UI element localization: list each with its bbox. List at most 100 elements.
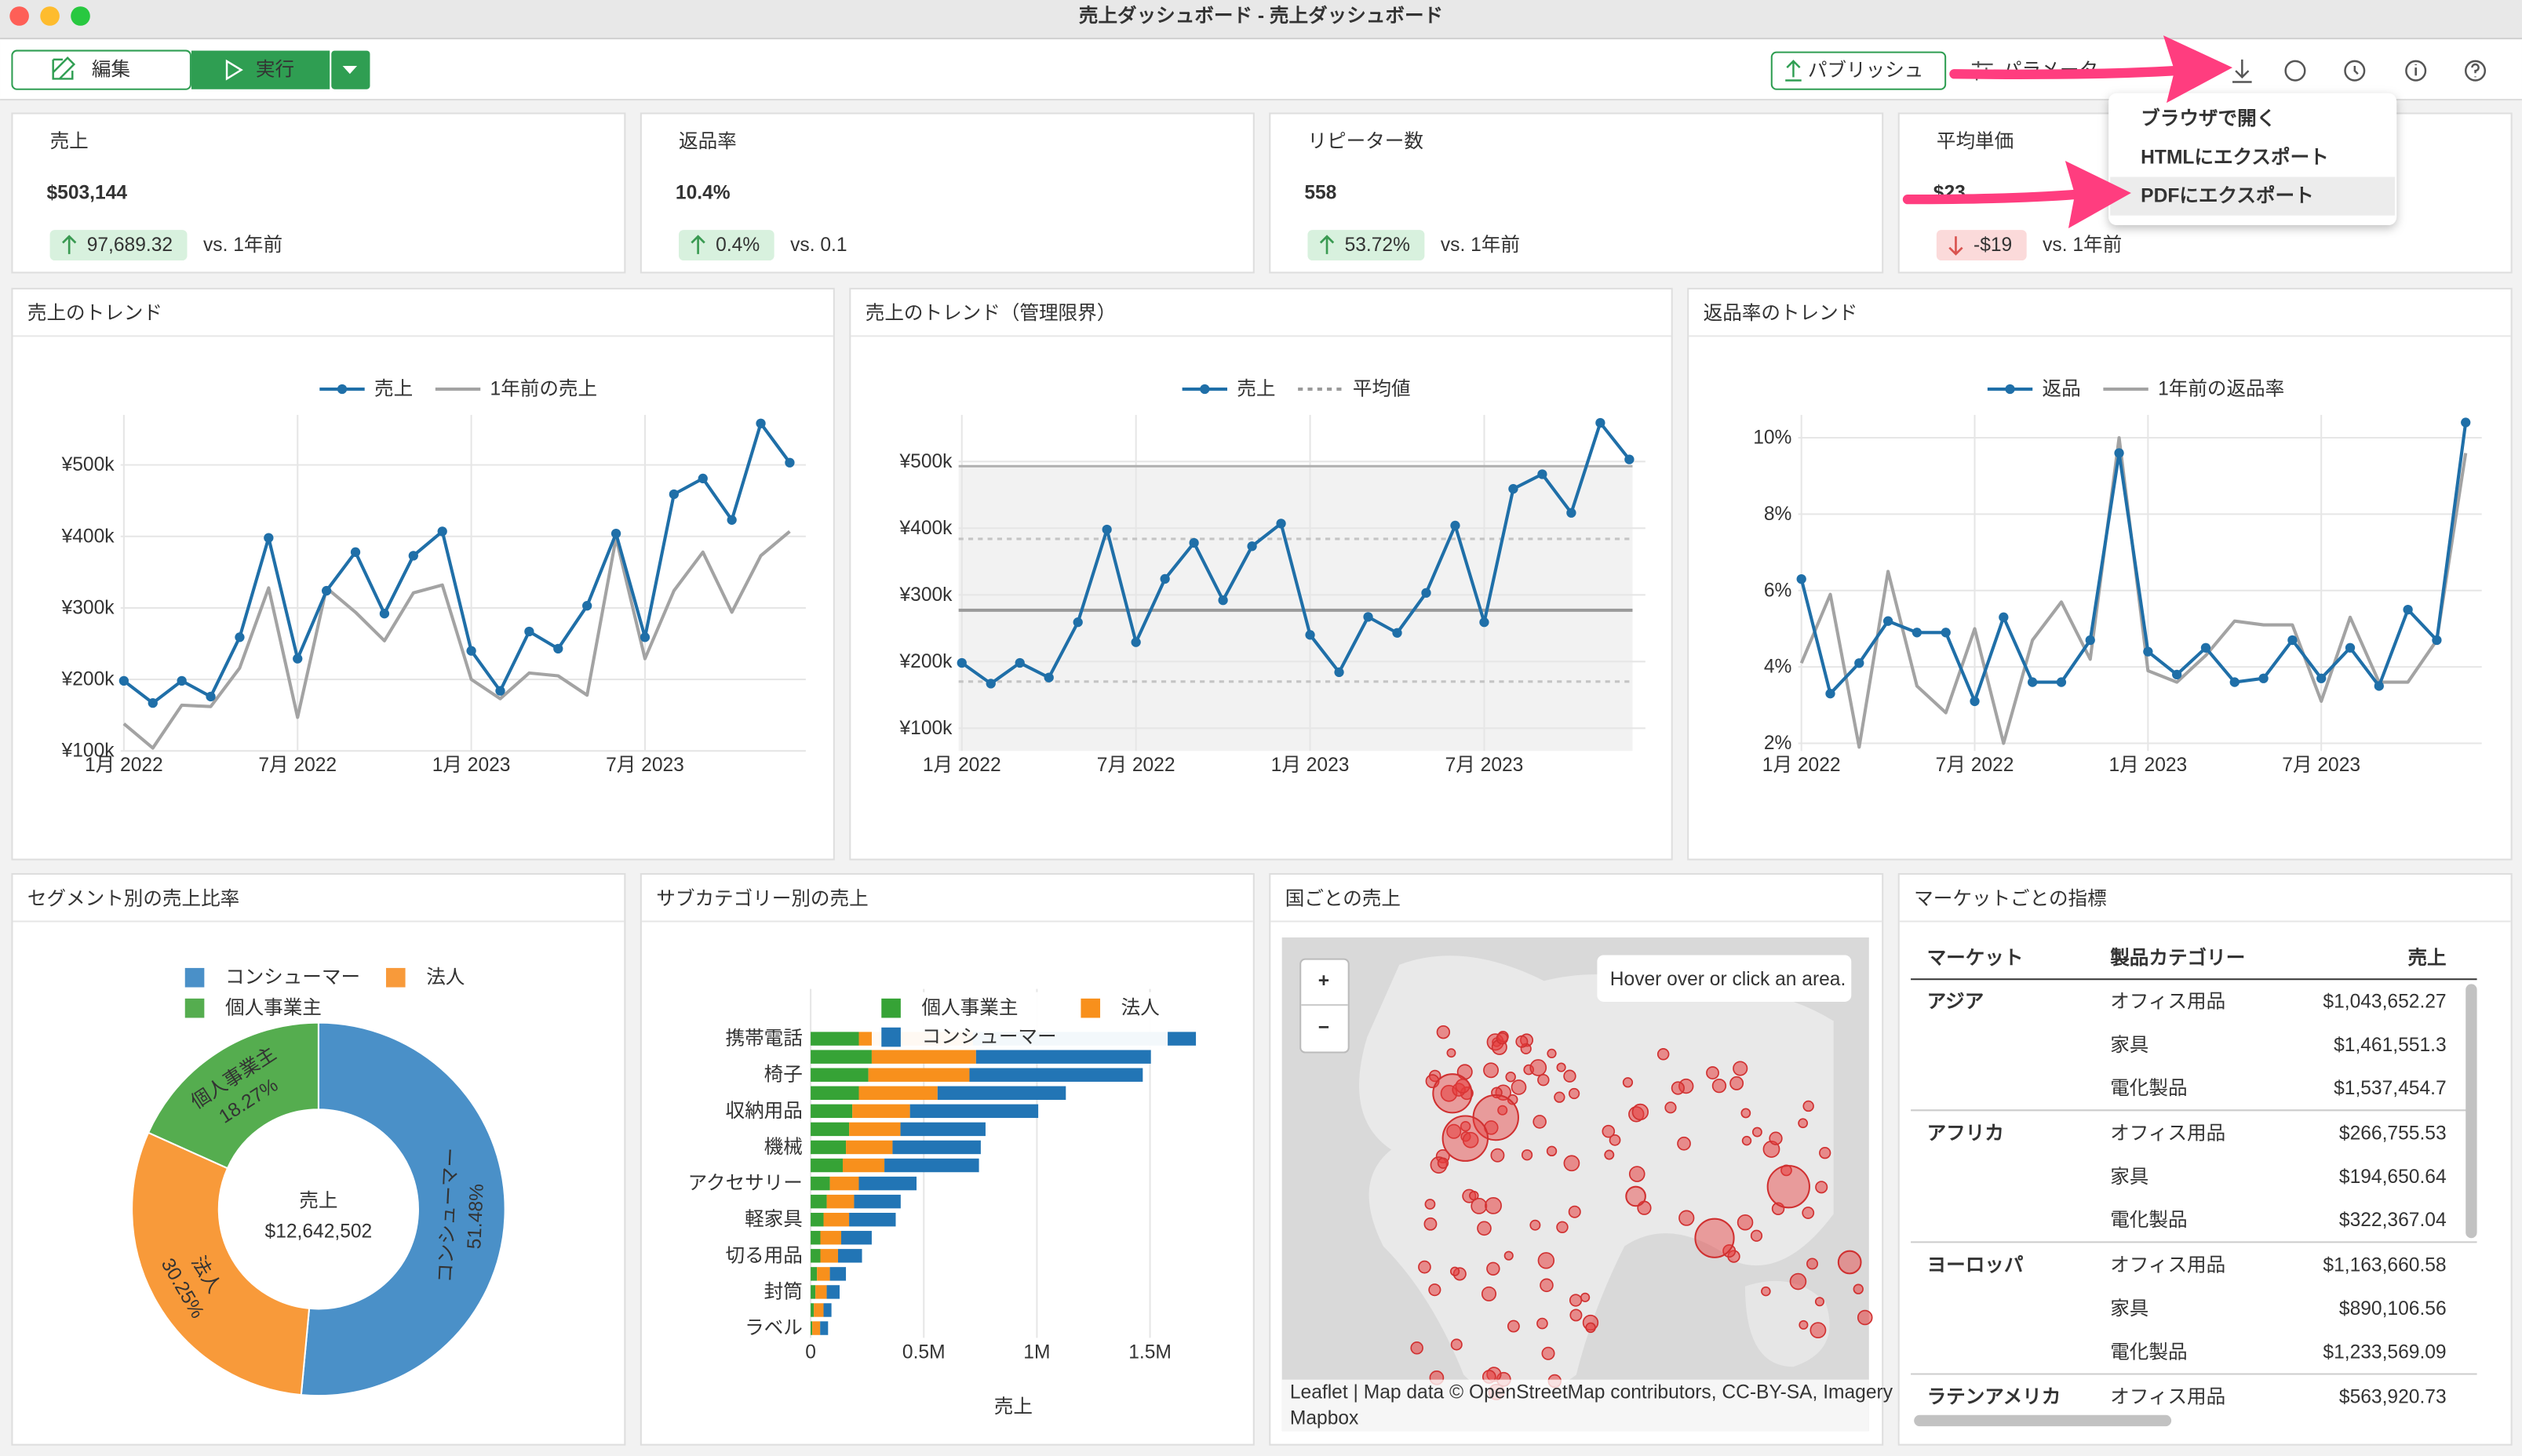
- map-marker[interactable]: [1505, 1072, 1516, 1083]
- menu-item[interactable]: ブラウザで開く: [2141, 107, 2276, 129]
- map-marker[interactable]: [1656, 1048, 1670, 1061]
- map-marker[interactable]: [1515, 1035, 1529, 1048]
- zoom-in-button[interactable]: +: [1318, 970, 1329, 992]
- help-icon[interactable]: [2464, 60, 2487, 82]
- map-marker[interactable]: [1424, 1199, 1436, 1210]
- settings-icon[interactable]: [2284, 60, 2306, 82]
- map-marker[interactable]: [1631, 1103, 1649, 1121]
- map-marker[interactable]: [1814, 1297, 1824, 1307]
- vertical-scrollbar[interactable]: [2466, 984, 2477, 1239]
- map-marker[interactable]: [1497, 1105, 1508, 1116]
- map-marker[interactable]: [1423, 1217, 1438, 1231]
- map-marker[interactable]: [1460, 1121, 1471, 1132]
- map-marker[interactable]: [1521, 1149, 1533, 1161]
- info-icon[interactable]: [2405, 60, 2427, 82]
- map-marker[interactable]: [1441, 1115, 1489, 1162]
- map-marker[interactable]: [1729, 1076, 1744, 1090]
- map-marker[interactable]: [1432, 1073, 1473, 1114]
- map-marker[interactable]: [1449, 1266, 1460, 1276]
- map-marker[interactable]: [1496, 1032, 1509, 1045]
- map-marker[interactable]: [1437, 1157, 1449, 1169]
- map-marker[interactable]: [1694, 1218, 1735, 1258]
- map-marker[interactable]: [1769, 1131, 1783, 1145]
- map-marker[interactable]: [1802, 1100, 1814, 1112]
- publish-button[interactable]: [1770, 51, 1947, 90]
- map-marker[interactable]: [1706, 1066, 1719, 1080]
- map-marker[interactable]: [1799, 1320, 1809, 1330]
- map-marker[interactable]: [1837, 1250, 1862, 1275]
- map-marker[interactable]: [1741, 1135, 1752, 1146]
- map-marker[interactable]: [1664, 1101, 1677, 1114]
- map-marker[interactable]: [1529, 1219, 1541, 1231]
- map-marker[interactable]: [1802, 1207, 1815, 1219]
- map-marker[interactable]: [1410, 1341, 1423, 1355]
- map-marker[interactable]: [1622, 1077, 1634, 1088]
- map-marker[interactable]: [1585, 1322, 1596, 1334]
- map-marker[interactable]: [1625, 1185, 1646, 1207]
- map-marker[interactable]: [1857, 1309, 1873, 1326]
- map-marker[interactable]: [1436, 1025, 1451, 1039]
- map-marker[interactable]: [1604, 1149, 1615, 1160]
- map-marker[interactable]: [1477, 1221, 1492, 1236]
- map-marker[interactable]: [1602, 1124, 1616, 1138]
- map-marker[interactable]: [1536, 1317, 1548, 1330]
- download-icon[interactable]: [2232, 59, 2252, 83]
- map-marker[interactable]: [1481, 1286, 1497, 1301]
- map-marker[interactable]: [1450, 1338, 1463, 1351]
- map-marker[interactable]: [1609, 1134, 1621, 1146]
- map-marker[interactable]: [1563, 1069, 1576, 1083]
- map-marker[interactable]: [1737, 1214, 1754, 1231]
- map-marker[interactable]: [1761, 1286, 1771, 1297]
- window-button[interactable]: [71, 6, 90, 26]
- map-marker[interactable]: [1540, 1278, 1554, 1293]
- run-button[interactable]: [191, 50, 330, 89]
- map-marker[interactable]: [1569, 1309, 1583, 1322]
- map-marker[interactable]: [1711, 1078, 1727, 1094]
- map-marker[interactable]: [1428, 1283, 1441, 1297]
- map-marker[interactable]: [1556, 1221, 1569, 1234]
- map-marker[interactable]: [1568, 1087, 1580, 1100]
- map-marker[interactable]: [1533, 1115, 1547, 1129]
- map-marker[interactable]: [1819, 1147, 1831, 1159]
- map-marker[interactable]: [1537, 1073, 1550, 1087]
- map-marker[interactable]: [1563, 1155, 1580, 1172]
- history-icon[interactable]: [2344, 60, 2366, 82]
- map-marker[interactable]: [1483, 1062, 1500, 1079]
- map-marker[interactable]: [1750, 1229, 1763, 1242]
- map-marker[interactable]: [1740, 1108, 1751, 1119]
- window-button[interactable]: [40, 6, 60, 26]
- map-marker[interactable]: [1677, 1136, 1691, 1151]
- map-marker[interactable]: [1751, 1127, 1762, 1138]
- map-marker[interactable]: [1469, 1190, 1479, 1201]
- map-marker[interactable]: [1537, 1252, 1555, 1269]
- map-marker[interactable]: [1511, 1079, 1527, 1095]
- map-marker[interactable]: [1766, 1165, 1810, 1209]
- map-marker[interactable]: [1418, 1260, 1431, 1274]
- map-marker[interactable]: [1569, 1294, 1583, 1307]
- map-marker[interactable]: [1446, 1048, 1456, 1058]
- map-marker[interactable]: [1486, 1261, 1500, 1276]
- map-marker[interactable]: [1529, 1059, 1547, 1076]
- map-marker[interactable]: [1678, 1210, 1695, 1226]
- map-marker[interactable]: [1462, 1131, 1479, 1148]
- menu-item[interactable]: HTMLにエクスポート: [2141, 145, 2329, 168]
- map-marker[interactable]: [1789, 1272, 1807, 1290]
- menu-item[interactable]: PDFにエクスポート: [2141, 184, 2313, 207]
- map-marker[interactable]: [1806, 1258, 1818, 1270]
- zoom-out-button[interactable]: −: [1318, 1017, 1329, 1038]
- map-marker[interactable]: [1580, 1292, 1591, 1302]
- map-marker[interactable]: [1671, 1081, 1685, 1095]
- map-marker[interactable]: [1798, 1118, 1809, 1129]
- map-marker[interactable]: [1507, 1094, 1518, 1105]
- horizontal-scrollbar[interactable]: [1914, 1414, 2172, 1427]
- map-marker[interactable]: [1554, 1091, 1565, 1103]
- map-marker[interactable]: [1490, 1148, 1505, 1163]
- map-marker[interactable]: [1556, 1062, 1566, 1072]
- map-marker[interactable]: [1815, 1181, 1828, 1194]
- map-marker[interactable]: [1507, 1320, 1520, 1333]
- map-marker[interactable]: [1503, 1250, 1514, 1261]
- map-marker[interactable]: [1547, 1048, 1557, 1059]
- map-marker[interactable]: [1546, 1145, 1558, 1157]
- map-marker[interactable]: [1809, 1322, 1827, 1339]
- map-marker[interactable]: [1485, 1196, 1502, 1214]
